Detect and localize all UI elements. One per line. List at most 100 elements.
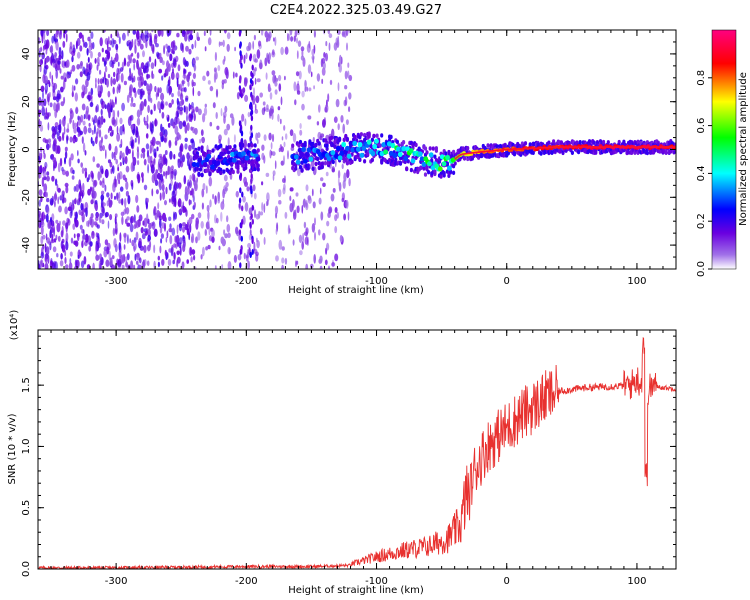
heatmap-noise-cell	[54, 122, 59, 128]
heatmap-halo-cell	[433, 169, 437, 174]
heatmap-noise-cell	[235, 72, 238, 78]
heatmap-noise-cell	[339, 54, 342, 65]
heatmap-halo-cell	[330, 135, 334, 140]
heatmap-noise-cell	[307, 115, 312, 120]
heatmap-noise-cell	[217, 191, 220, 202]
heatmap-noise-cell	[128, 41, 133, 51]
heatmap-noise-cell	[207, 244, 211, 250]
heatmap-noise-cell	[70, 153, 74, 161]
heatmap-noise-cell	[158, 215, 163, 221]
heatmap-noise-cell	[84, 150, 87, 156]
heatmap-noise-cell	[184, 186, 188, 196]
heatmap-noise-cell	[253, 241, 256, 252]
heatmap-noise-cell	[301, 49, 304, 58]
heatmap-noise-cell	[219, 41, 223, 46]
heatmap-noise-cell	[140, 33, 143, 39]
colorbar-label: Normalized spectral amplitude	[738, 72, 749, 226]
heatmap-noise-cell	[185, 106, 189, 115]
heatmap-noise-cell	[136, 146, 139, 153]
heatmap-noise-cell	[242, 87, 246, 94]
heatmap-noise-cell	[308, 87, 312, 92]
heatmap-noise-cell	[284, 211, 288, 219]
heatmap-noise-cell	[95, 216, 99, 221]
heatmap-noise-cell	[46, 197, 50, 203]
heatmap-noise-cell	[195, 106, 199, 113]
heatmap-noise-cell	[72, 223, 76, 230]
heatmap-noise-cell	[200, 129, 204, 137]
heatmap-noise-cell	[136, 117, 141, 126]
heatmap-noise-cell	[44, 83, 49, 94]
heatmap-noise-cell	[133, 237, 137, 244]
heatmap-noise-cell	[43, 153, 46, 159]
heatmap-noise-cell	[81, 136, 84, 144]
heatmap-noise-cell	[299, 129, 303, 136]
heatmap-noise-cell	[82, 120, 86, 126]
heatmap-noise-cell	[65, 185, 69, 194]
colorbar: 0.0 0.2 0.4 0.6 0.8 Normalized spectral ampl…	[696, 29, 749, 277]
heatmap-noise-cell	[146, 149, 150, 158]
heatmap-noise-cell	[331, 168, 335, 173]
heatmap-noise-cell	[90, 87, 94, 96]
heatmap-noise-cell	[263, 106, 266, 112]
heatmap-signal-cell	[206, 153, 212, 159]
heatmap-noise-cell	[96, 212, 100, 218]
heatmap-noise-cell	[295, 192, 299, 197]
heatmap-halo-cell	[323, 161, 328, 166]
heatmap-streak-cell	[239, 172, 243, 179]
heatmap-noise-cell	[180, 42, 184, 51]
heatmap-noise-cell	[107, 106, 110, 114]
heatmap-noise-cell	[163, 133, 168, 144]
heatmap-noise-cell	[91, 195, 95, 204]
heatmap-noise-cell	[214, 265, 217, 269]
heatmap-noise-cell	[106, 246, 110, 255]
heatmap-noise-cell	[271, 133, 275, 143]
heatmap-noise-cell	[42, 74, 46, 84]
heatmap-noise-cell	[66, 217, 70, 224]
heatmap-signal-cell	[326, 156, 332, 162]
heatmap-noise-cell	[168, 86, 172, 95]
heatmap-noise-cell	[176, 250, 180, 256]
heatmap-noise-cell	[144, 65, 149, 74]
heatmap-noise-cell	[129, 216, 133, 225]
heatmap-noise-cell	[55, 234, 58, 241]
heatmap-noise-cell	[191, 249, 196, 255]
heatmap-noise-cell	[167, 166, 172, 175]
heatmap-noise-cell	[187, 185, 190, 195]
heatmap-noise-cell	[121, 198, 124, 206]
heatmap-noise-cell	[40, 195, 43, 203]
heatmap-noise-cell	[118, 199, 122, 204]
heatmap-noise-cell	[104, 184, 107, 192]
heatmap-streak-cell	[238, 197, 242, 204]
heatmap-halo-cell	[594, 150, 598, 155]
heatmap-noise-cell	[161, 30, 164, 37]
heatmap-noise-cell	[65, 222, 68, 233]
heatmap-noise-cell	[184, 124, 188, 134]
heatmap-noise-cell	[43, 176, 47, 181]
heatmap-noise-cell	[163, 157, 168, 164]
heatmap-noise-cell	[261, 202, 264, 212]
heatmap-noise-cell	[46, 171, 50, 176]
heatmap-noise-cell	[80, 185, 82, 196]
heatmap-noise-cell	[124, 156, 128, 165]
heatmap-noise-cell	[81, 240, 84, 248]
heatmap-noise-cell	[207, 210, 210, 221]
heatmap-noise-cell	[61, 60, 64, 68]
heatmap-noise-cell	[166, 30, 170, 37]
heatmap-noise-cell	[262, 101, 266, 106]
heatmap-halo-cell	[425, 150, 429, 155]
heatmap-noise-cell	[65, 170, 69, 177]
heatmap-noise-cell	[135, 220, 140, 229]
heatmap-signal-cell	[297, 147, 303, 153]
heatmap-noise-cell	[115, 43, 119, 51]
heatmap-noise-cell	[120, 67, 124, 72]
heatmap-signal-cell	[357, 142, 363, 148]
heatmap-noise-cell	[312, 137, 315, 143]
heatmap-signal-cell	[381, 142, 387, 148]
heatmap-noise-cell	[170, 165, 174, 171]
heatmap-noise-cell	[146, 114, 149, 123]
heatmap-halo-cell	[602, 139, 606, 145]
heatmap-noise-cell	[105, 149, 107, 160]
heatmap-noise-cell	[125, 261, 128, 268]
heatmap-noise-cell	[167, 45, 171, 53]
heatmap-noise-cell	[40, 251, 45, 259]
